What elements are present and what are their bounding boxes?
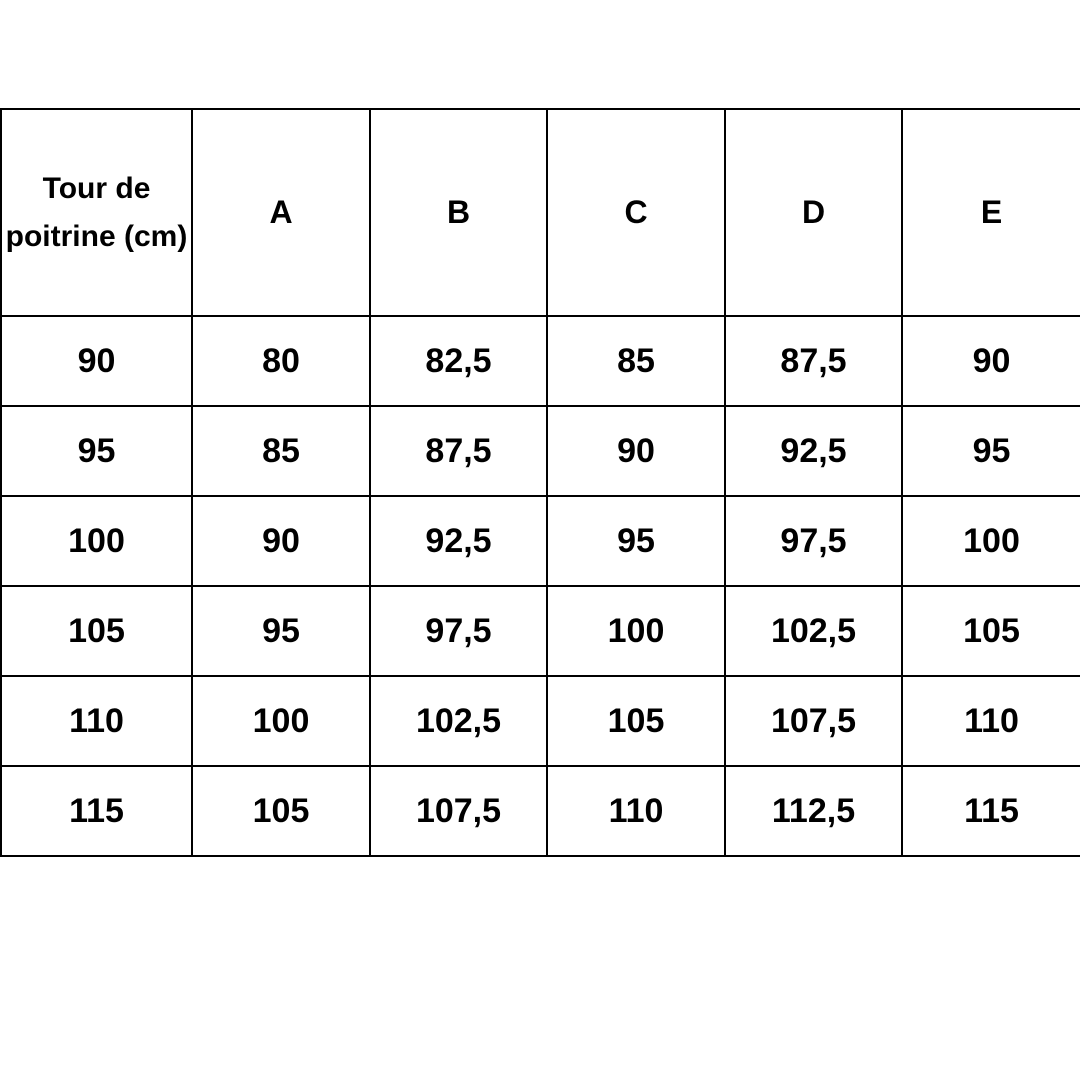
chest-size-cell: 100 [0,495,193,587]
header-row: Tour de poitrine (cm) A B C D E [0,108,1080,317]
chest-size-cell: 95 [0,405,193,497]
table-cell: 80 [191,315,371,407]
table-cell: 85 [546,315,726,407]
header-cup-c: C [546,108,726,317]
table-cell: 95 [546,495,726,587]
header-cup-d: D [724,108,903,317]
table-cell: 100 [546,585,726,677]
table-cell: 82,5 [369,315,548,407]
table-cell: 97,5 [369,585,548,677]
table-cell: 87,5 [369,405,548,497]
table-row: 100 90 92,5 95 97,5 100 [0,495,1080,587]
table-cell: 107,5 [724,675,903,767]
table-cell: 90 [546,405,726,497]
table-row: 95 85 87,5 90 92,5 95 [0,405,1080,497]
header-cup-b: B [369,108,548,317]
table-cell: 115 [901,765,1080,857]
chest-size-cell: 110 [0,675,193,767]
chest-size-cell: 115 [0,765,193,857]
table-cell: 107,5 [369,765,548,857]
table-cell: 110 [546,765,726,857]
table-cell: 92,5 [724,405,903,497]
table-cell: 95 [901,405,1080,497]
header-chest-size: Tour de poitrine (cm) [0,108,193,317]
table-row: 115 105 107,5 110 112,5 115 [0,765,1080,857]
table-cell: 102,5 [369,675,548,767]
table-row: 90 80 82,5 85 87,5 90 [0,315,1080,407]
table-row: 105 95 97,5 100 102,5 105 [0,585,1080,677]
table-cell: 105 [901,585,1080,677]
table-cell: 97,5 [724,495,903,587]
table-cell: 90 [191,495,371,587]
table-cell: 102,5 [724,585,903,677]
table-row: 110 100 102,5 105 107,5 110 [0,675,1080,767]
table-cell: 112,5 [724,765,903,857]
table-cell: 92,5 [369,495,548,587]
table-cell: 100 [191,675,371,767]
table-cell: 95 [191,585,371,677]
header-cup-e: E [901,108,1080,317]
size-table: Tour de poitrine (cm) A B C D E 90 80 82,5… [0,108,1080,857]
table-cell: 105 [546,675,726,767]
table-cell: 87,5 [724,315,903,407]
table-cell: 90 [901,315,1080,407]
table-cell: 105 [191,765,371,857]
table-cell: 100 [901,495,1080,587]
chest-size-cell: 90 [0,315,193,407]
table-cell: 85 [191,405,371,497]
table-cell: 110 [901,675,1080,767]
chest-size-cell: 105 [0,585,193,677]
header-cup-a: A [191,108,371,317]
